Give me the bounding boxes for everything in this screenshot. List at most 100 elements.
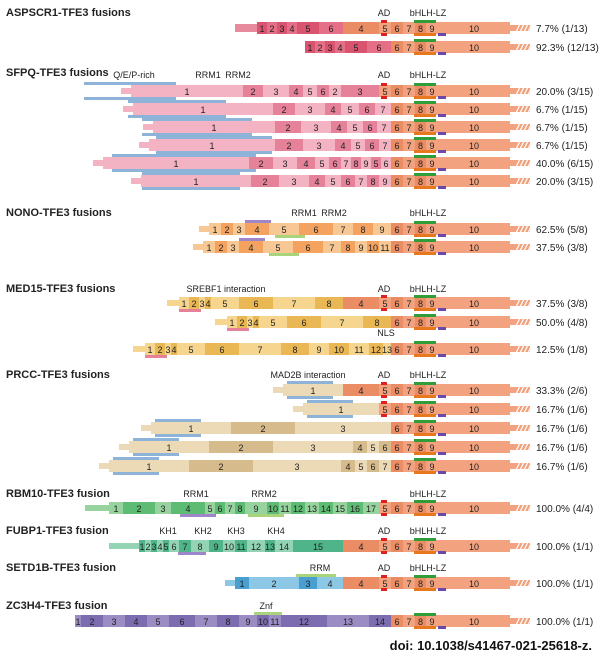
med15-row2-exon-2 xyxy=(155,343,165,355)
sfpq-row5-tfe3-tail xyxy=(510,178,530,184)
aspscr1-row1-exon-2 xyxy=(315,41,325,53)
prcc-row1-tail-hatch xyxy=(527,404,533,414)
aspscr1-ad-label: AD xyxy=(378,8,391,18)
sfpq-row2-tfe3-exon-label-9: 9 xyxy=(429,123,434,133)
prcc-row2-tail-hatch xyxy=(527,423,533,433)
zc3h4-row0-exon-label-8: 8 xyxy=(225,617,230,627)
med15-row2-exon-label-2: 2 xyxy=(157,345,162,355)
nono-row1-exon-label-10: 10 xyxy=(368,243,378,253)
sfpq-row3-qep-bar xyxy=(156,136,272,139)
prcc-row2-bhlh-mark xyxy=(414,420,436,423)
med15-row2-exon-label-1: 1 xyxy=(147,345,152,355)
prcc-row3-mad2b-bar xyxy=(133,438,179,441)
aspscr1-row1-exon-3 xyxy=(325,41,335,53)
setd1b-row0-tfe3-exon-10 xyxy=(438,577,510,589)
prcc-row0-bhlh-mark xyxy=(414,382,436,385)
rbm10-row0-exon-label-4: 4 xyxy=(185,504,190,514)
setd1b-row0-tail-hatch xyxy=(515,578,521,588)
zc3h4-row0-exon-11 xyxy=(269,615,281,627)
prcc-row0-tail-hatch xyxy=(519,385,525,395)
sfpq-row4-tfe3-exon-label-10: 10 xyxy=(469,159,479,169)
sfpq-row4-tfe3-exon-6 xyxy=(391,157,403,169)
med15-row0-bhlh-mark-bottom xyxy=(414,308,436,311)
prcc-row4-nterm xyxy=(99,463,109,469)
setd1b-row0-tfe3-exon-4 xyxy=(343,577,379,589)
prcc-row2-tfe3-exon-10 xyxy=(438,422,510,434)
prcc-row0-tfe3-exon-label-10: 10 xyxy=(469,386,479,396)
aspscr1-row1-exon-4 xyxy=(335,41,345,53)
sfpq-row3-exon-label-6: 6 xyxy=(369,141,374,151)
aspscr1-row0-exon-label-6: 6 xyxy=(328,24,333,34)
nono-row1-pct: 37.5% (3/8) xyxy=(536,243,588,254)
setd1b-row0-lz-mark xyxy=(438,588,446,591)
sfpq-row1-tfe3-tail xyxy=(510,106,530,112)
prcc-row3-exon-5 xyxy=(367,441,379,453)
sfpq-row3-tail-hatch xyxy=(519,140,525,150)
med15-row0-exon-1 xyxy=(179,297,189,309)
med15-row2-exon-1 xyxy=(145,343,155,355)
setd1b-row0-bhlh-mark-bottom xyxy=(414,588,436,591)
zc3h4-row0-tfe3-exon-7 xyxy=(403,615,415,627)
prcc-row3-tfe3-exon-7 xyxy=(403,441,415,453)
sfpq-row5-exon-label-1: 1 xyxy=(193,177,198,187)
fubp1-kh3-label: KH3 xyxy=(227,526,245,536)
sfpq-row3-tfe3-exon-label-8: 8 xyxy=(418,141,423,151)
fubp1-row0-tfe3-exon-label-9: 9 xyxy=(429,542,434,552)
med15-row0-exon-label-7: 7 xyxy=(291,299,296,309)
med15-row0-exon-label-2: 2 xyxy=(191,299,196,309)
setd1b-row0-tail-hatch xyxy=(519,578,525,588)
sfpq-row5-tfe3-exon-10 xyxy=(438,175,510,187)
prcc-row4-exon-label-4: 4 xyxy=(345,462,350,472)
aspscr1-row1-tfe3-exon-label-7: 7 xyxy=(406,43,411,53)
rbm10-row0-tfe3-exon-label-7: 7 xyxy=(406,504,411,514)
sfpq-row3-exon-2 xyxy=(275,139,303,151)
fubp1-row0-exon-label-2: 2 xyxy=(145,542,150,552)
med15-row1-exon-8 xyxy=(363,316,391,328)
sfpq-row1-exon-6 xyxy=(359,103,375,115)
nono-row1-exon-label-9: 9 xyxy=(358,243,363,253)
prcc-row2-tfe3-exon-label-8: 8 xyxy=(418,424,423,434)
zc3h4-row0-tfe3-exon-label-8: 8 xyxy=(418,617,423,627)
rbm10-row0-tfe3-tail xyxy=(510,505,530,511)
zc3h4-znf-bar xyxy=(254,612,282,615)
nono-row0-exon-label-8: 8 xyxy=(360,225,365,235)
sfpq-row3-tfe3-exon-10 xyxy=(438,139,510,151)
med15-row2-exon-13 xyxy=(383,343,391,355)
zc3h4-row0-tfe3-exon-label-6: 6 xyxy=(394,617,399,627)
sfpq-row4-exon-label-7: 7 xyxy=(343,159,348,169)
fubp1-row0-exon-10 xyxy=(223,540,235,552)
med15-row1-exon-label-4: 4 xyxy=(253,318,258,328)
sfpq-row5-exon-label-6: 6 xyxy=(345,177,350,187)
med15-row1-srebf-bar xyxy=(227,328,249,331)
med15-row2-tfe3-exon-10 xyxy=(438,343,510,355)
prcc-row1-ad-mark-bottom xyxy=(381,414,387,417)
sfpq-row1-tfe3-exon-7 xyxy=(403,103,415,115)
nono-row1-tail-hatch xyxy=(527,242,533,252)
fubp1-row0-exon-label-8: 8 xyxy=(197,542,202,552)
zc3h4-row0-exon-label-6: 6 xyxy=(179,617,184,627)
prcc-row4-exon-label-5: 5 xyxy=(358,462,363,472)
sfpq-row4-tfe3-exon-label-6: 6 xyxy=(394,159,399,169)
prcc-row3-bhlh-mark xyxy=(414,439,436,442)
fubp1-row0-exon-label-9: 9 xyxy=(213,542,218,552)
sfpq-row4-lz-mark xyxy=(438,168,446,171)
rbm10-row0-tail-hatch xyxy=(515,503,521,513)
aspscr1-row1-exon-label-2: 2 xyxy=(317,43,322,53)
med15-row0-exon-label-3: 3 xyxy=(199,299,204,309)
aspscr1-row0-tfe3-exon-6 xyxy=(391,22,403,34)
med15-row0-exon-4 xyxy=(205,297,211,309)
med15-row2-exon-6 xyxy=(205,343,239,355)
prcc-row1-tfe3-exon-label-10: 10 xyxy=(469,405,479,415)
sfpq-row4-tail-hatch xyxy=(519,158,525,168)
sfpq-row4-exon-label-4: 4 xyxy=(303,159,308,169)
prcc-row4-exon-label-7: 7 xyxy=(382,462,387,472)
sfpq-row5-tail-hatch xyxy=(519,176,525,186)
prcc-row2-exon-1 xyxy=(151,422,231,434)
fubp1-row0-exon-label-4: 4 xyxy=(157,542,162,552)
zc3h4-row0-exon-label-13: 13 xyxy=(343,617,353,627)
nono-row1-tfe3-exon-label-7: 7 xyxy=(406,243,411,253)
med15-row2-srebf-bar xyxy=(145,355,167,358)
zc3h4-row0-exon-12 xyxy=(281,615,327,627)
med15-row0-exon-label-5: 5 xyxy=(222,299,227,309)
sfpq-row2-exon-label-1: 1 xyxy=(211,123,216,133)
